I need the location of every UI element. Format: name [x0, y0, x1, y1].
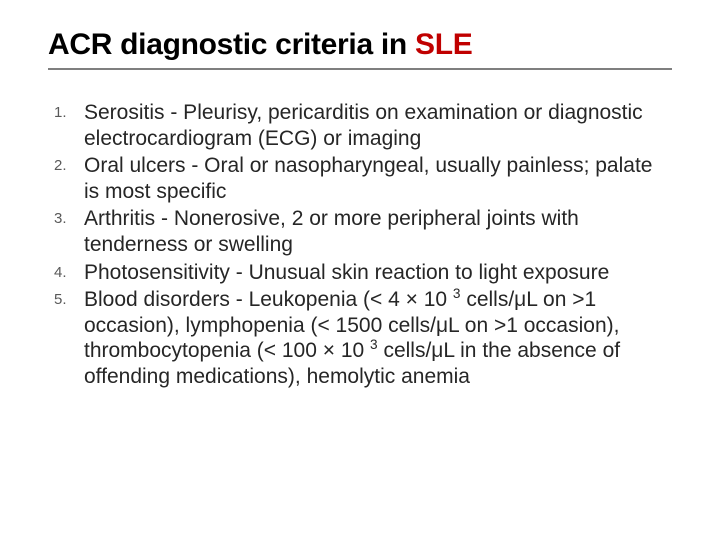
- item-text: Photosensitivity - Unusual skin reaction…: [84, 261, 609, 284]
- item-text: Serositis - Pleurisy, pericarditis on ex…: [84, 101, 643, 150]
- title-accent: SLE: [415, 28, 472, 61]
- title-prefix: ACR diagnostic criteria in: [48, 28, 415, 61]
- title-rule: ACR diagnostic criteria in SLE: [48, 28, 672, 70]
- criteria-list: Serositis - Pleurisy, pericarditis on ex…: [48, 100, 672, 390]
- item-text: Arthritis - Nonerosive, 2 or more periph…: [84, 207, 579, 256]
- item-text: Oral ulcers - Oral or nasopharyngeal, us…: [84, 154, 652, 203]
- list-item: Photosensitivity - Unusual skin reaction…: [84, 260, 672, 286]
- item-text: Blood disorders - Leukopenia (< 4 × 10 3…: [84, 288, 620, 388]
- slide: ACR diagnostic criteria in SLE Serositis…: [0, 0, 720, 540]
- list-item: Oral ulcers - Oral or nasopharyngeal, us…: [84, 153, 672, 204]
- list-item: Blood disorders - Leukopenia (< 4 × 10 3…: [84, 287, 672, 389]
- list-item: Serositis - Pleurisy, pericarditis on ex…: [84, 100, 672, 151]
- list-item: Arthritis - Nonerosive, 2 or more periph…: [84, 206, 672, 257]
- slide-title: ACR diagnostic criteria in SLE: [48, 28, 672, 62]
